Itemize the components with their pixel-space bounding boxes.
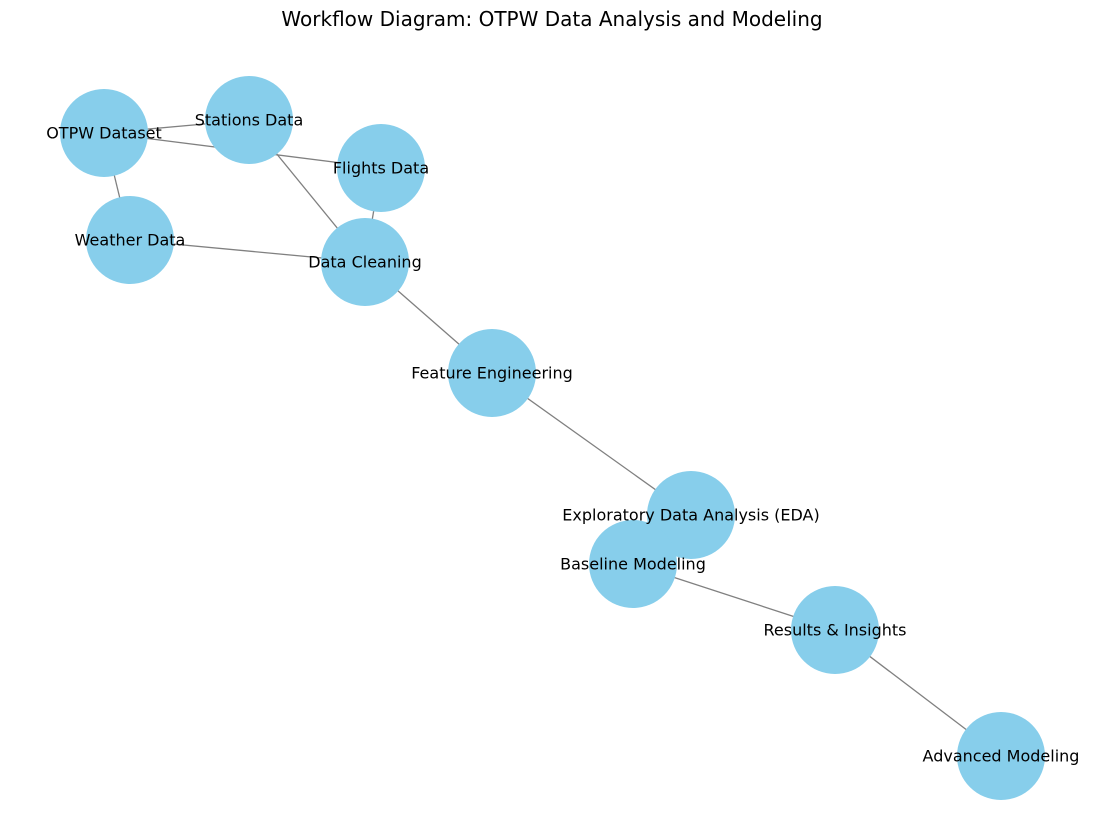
node-flights	[337, 124, 425, 212]
node-cleaning	[321, 218, 409, 306]
node-weather	[86, 196, 174, 284]
node-label-cleaning: Data Cleaning	[308, 253, 421, 272]
node-label-features: Feature Engineering	[411, 364, 573, 383]
node-label-flights: Flights Data	[333, 159, 429, 178]
node-baseline	[589, 520, 677, 608]
node-label-baseline: Baseline Modeling	[560, 555, 706, 574]
node-eda	[647, 471, 735, 559]
labels-layer: OTPW Dataset Stations Data Flights Data Wea…	[46, 111, 1079, 766]
node-label-stations: Stations Data	[195, 111, 304, 130]
diagram-title: Workflow Diagram: OTPW Data Analysis and…	[281, 7, 822, 31]
node-label-results: Results & Insights	[764, 621, 907, 640]
node-label-otpw: OTPW Dataset	[46, 124, 162, 143]
nodes-layer	[60, 76, 1045, 800]
node-label-eda: Exploratory Data Analysis (EDA)	[562, 506, 819, 525]
node-label-weather: Weather Data	[75, 231, 186, 250]
node-label-advanced: Advanced Modeling	[923, 747, 1080, 766]
node-advanced	[957, 712, 1045, 800]
node-stations	[205, 76, 293, 164]
node-otpw	[60, 89, 148, 177]
node-results	[791, 586, 879, 674]
node-features	[448, 329, 536, 417]
